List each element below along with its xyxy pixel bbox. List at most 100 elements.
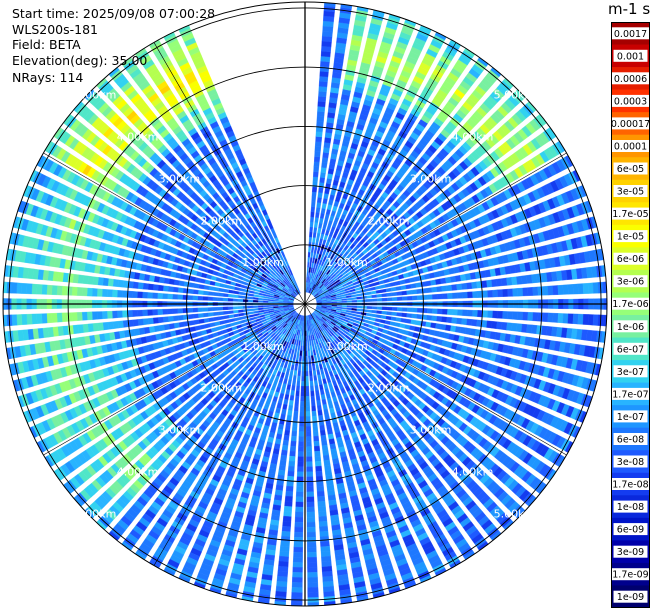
ppi-gate [307, 340, 310, 347]
ppi-gate [491, 279, 498, 287]
ppi-gate [462, 291, 468, 299]
ppi-gate [278, 366, 283, 373]
ppi-gate [305, 345, 308, 352]
ppi-gate [547, 285, 554, 296]
ppi-gate [290, 435, 297, 442]
ppi-gate [310, 395, 315, 402]
ppi-gate [587, 282, 594, 294]
ppi-gate [257, 297, 264, 301]
ppi-gate [313, 435, 320, 442]
ppi-gate [316, 400, 322, 406]
ppi-gate [282, 439, 289, 446]
ppi-gate [312, 370, 317, 376]
ppi-gate [213, 316, 220, 322]
ppi-gate [66, 312, 73, 322]
ppi-gate [320, 545, 331, 553]
ppi-gate [415, 320, 422, 326]
ppi-gate [365, 312, 372, 317]
ppi-gate [311, 355, 315, 361]
ppi-gate [305, 355, 308, 362]
ppi-gate [202, 312, 209, 318]
ppi-gate [306, 511, 315, 518]
ppi-gate [122, 320, 129, 328]
ppi-gate [172, 294, 178, 300]
ppi-gate [314, 380, 318, 386]
ppi-gate [552, 285, 559, 296]
ppi-gate [317, 505, 327, 512]
ppi-gate [306, 456, 313, 462]
ppi-gate [481, 280, 488, 288]
ppi-gate [308, 335, 311, 341]
ppi-gate [295, 395, 300, 402]
ppi-gate [222, 297, 229, 302]
ppi-gate [320, 212, 325, 219]
ppi-gate [299, 406, 305, 412]
ppi-gate [288, 460, 296, 467]
ppi-gate [157, 309, 163, 316]
ppi-gate [456, 283, 463, 291]
ppi-gate [288, 400, 294, 406]
ppi-gate [309, 340, 312, 346]
ppi-gate [341, 307, 348, 310]
ppi-gate [317, 192, 323, 198]
ppi-gate [537, 286, 544, 296]
ppi-gate [316, 248, 321, 254]
ppi-gate [137, 309, 143, 317]
ppi-gate [425, 280, 432, 287]
ppi-gate [447, 309, 453, 316]
ppi-gate [277, 304, 284, 307]
ppi-gate [298, 340, 301, 346]
ppi-gate [325, 372, 330, 379]
ppi-gate [192, 295, 198, 301]
ppi-gate [299, 350, 303, 357]
ppi-gate [111, 310, 118, 319]
ppi-gate [369, 320, 376, 326]
ppi-gate [316, 480, 324, 487]
ppi-gate [527, 312, 534, 321]
ppi-gate [467, 309, 473, 317]
ppi-gate [282, 520, 292, 527]
ppi-gate [162, 316, 169, 323]
ppi-gate [314, 141, 322, 148]
ppi-gate [467, 291, 473, 299]
ppi-gate [222, 310, 229, 315]
ppi-gate [331, 301, 338, 304]
ppi-gate [313, 166, 320, 173]
ppi-gate [76, 312, 83, 321]
ppi-gate [286, 353, 291, 359]
ppi-gate [234, 317, 240, 322]
ppi-gate [320, 550, 331, 558]
ppi-gate [310, 252, 314, 258]
ppi-gate [527, 287, 534, 296]
ppi-gate [318, 86, 328, 93]
ppi-gate [262, 307, 269, 310]
ppi-gate [379, 284, 386, 289]
ppi-gate [432, 308, 438, 314]
ppi-gate [319, 76, 329, 83]
ppi-gate [198, 318, 205, 324]
ppi-gate [366, 306, 373, 310]
ppi-gate [272, 301, 279, 304]
ppi-gate [322, 198, 328, 204]
ppi-gate [314, 146, 322, 153]
ppi-gate [431, 315, 438, 322]
ppi-gate [396, 291, 403, 296]
ppi-gate [315, 253, 319, 259]
ppi-gate [349, 315, 356, 320]
ppi-gate [376, 298, 383, 302]
ppi-gate [307, 567, 318, 573]
ppi-gate [207, 296, 214, 301]
ppi-gate [289, 445, 296, 452]
ppi-gate [317, 405, 322, 411]
ppi-gate [252, 297, 259, 300]
ppi-gate [307, 541, 317, 548]
ppi-gate [11, 314, 18, 326]
ppi-gate [157, 292, 163, 299]
ppi-gate [321, 228, 326, 235]
ppi-gate [316, 232, 321, 239]
ppi-gate [426, 315, 433, 321]
ppi-gate [316, 111, 325, 118]
ppi-gate [132, 319, 139, 327]
ppi-gate [296, 385, 300, 392]
ppi-gate [325, 240, 330, 247]
